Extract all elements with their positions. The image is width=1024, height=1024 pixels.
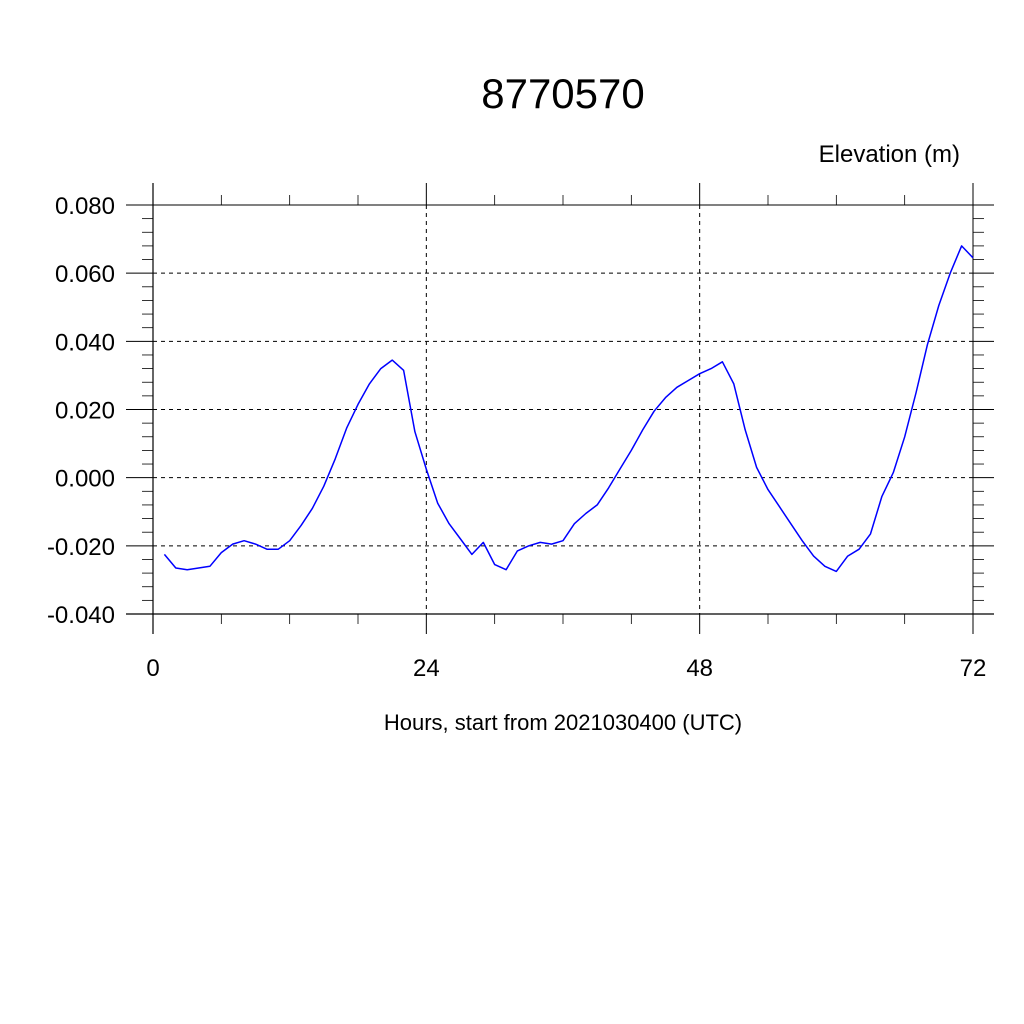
x-tick-label: 72 — [960, 655, 987, 682]
grid-lines — [153, 204, 973, 615]
elevation-series-line — [163, 245, 974, 573]
chart-title: 8770570 — [481, 70, 645, 117]
y-tick-label: 0.080 — [55, 193, 115, 220]
y-tick-label: 0.040 — [55, 329, 115, 356]
x-axis-label: Hours, start from 2021030400 (UTC) — [384, 710, 742, 735]
plot-frame — [126, 183, 994, 634]
y-tick-label: 0.060 — [55, 261, 115, 288]
series-line — [163, 245, 974, 573]
x-tick-label: 24 — [413, 655, 440, 682]
x-tick-label: 48 — [686, 655, 713, 682]
axis-ticks: -0.040 -0.020 0.000 0.020 0.040 0.060 0.080 0 24… — [47, 183, 994, 682]
x-tick-label: 0 — [146, 655, 159, 682]
y-tick-label: 0.020 — [55, 398, 115, 425]
y-tick-label: -0.040 — [47, 602, 115, 629]
y-tick-label: -0.020 — [47, 534, 115, 561]
y-tick-label: 0.000 — [55, 466, 115, 493]
y-axis-label: Elevation (m) — [819, 141, 960, 168]
